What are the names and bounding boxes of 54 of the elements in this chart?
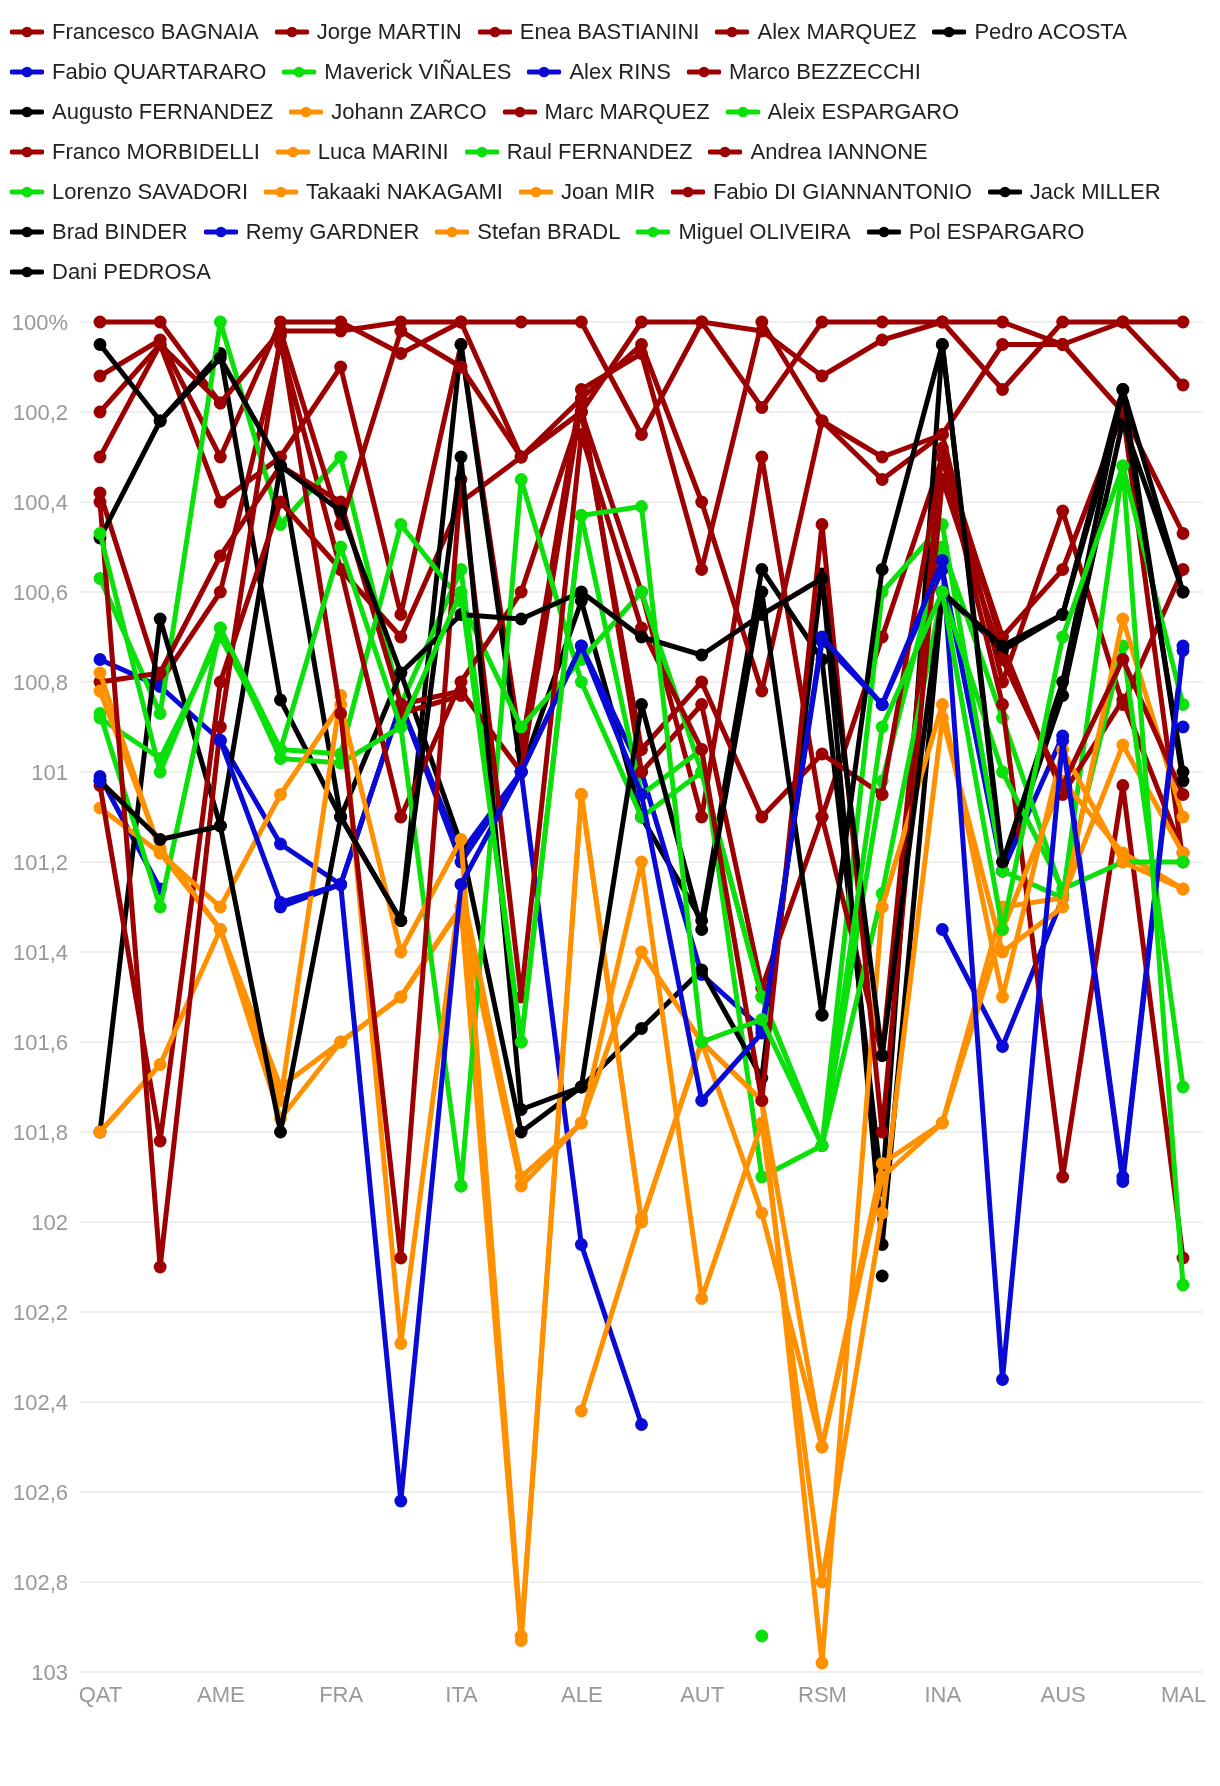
x-tick-label: ITA	[445, 1681, 479, 1707]
x-tick-label: FRA	[319, 1681, 364, 1707]
legend-label: Stefan BRADL	[477, 218, 621, 246]
legend-label: Jorge MARTIN	[316, 18, 462, 46]
y-tick-label: 101,2	[12, 850, 68, 876]
legend-label: Miguel OLIVEIRA	[678, 218, 851, 246]
legend-label: Takaaki NAKAGAMI	[306, 178, 503, 206]
y-tick-label: 101,4	[12, 940, 68, 966]
x-tick-label: MAL	[1160, 1681, 1207, 1707]
legend-label: Franco MORBIDELLI	[52, 138, 260, 166]
legend-label: Jack MILLER	[1029, 178, 1161, 206]
legend-label: Andrea IANNONE	[750, 138, 928, 166]
y-tick-label: 102,8	[12, 1570, 68, 1596]
legend-label: Pedro ACOSTA	[974, 18, 1127, 46]
y-tick-label: 100,4	[12, 490, 68, 516]
x-tick-label: AME	[196, 1681, 245, 1707]
y-tick-label: 102,2	[12, 1300, 68, 1326]
legend-label: Fabio DI GIANNANTONIO	[713, 178, 972, 206]
y-tick-label: 102	[31, 1210, 68, 1236]
legend-label: Marc MARQUEZ	[544, 98, 710, 126]
x-tick-label: QAT	[78, 1681, 123, 1707]
y-tick-label: 102,4	[12, 1390, 68, 1416]
y-tick-label: 100,2	[12, 400, 68, 426]
legend-label: Alex MARQUEZ	[757, 18, 917, 46]
legend-label: Maverick VIÑALES	[324, 58, 512, 86]
y-tick-label: 100,6	[12, 580, 68, 606]
legend-label: Marco BEZZECCHI	[728, 58, 921, 86]
y-tick-label: 101,6	[12, 1030, 68, 1056]
x-tick-label: ALE	[561, 1681, 603, 1707]
y-tick-label: 103	[31, 1660, 68, 1686]
y-tick-label: 100,8	[12, 670, 68, 696]
legend-label: Francesco BAGNAIA	[52, 18, 259, 46]
legend-label: Augusto FERNANDEZ	[52, 98, 274, 126]
x-tick-label: AUS	[1040, 1681, 1086, 1707]
legend-label: Brad BINDER	[52, 218, 188, 246]
y-tick-label: 101	[31, 760, 68, 786]
legend-label: Lorenzo SAVADORI	[52, 178, 249, 206]
legend-label: Aleix ESPARGARO	[767, 98, 960, 126]
y-tick-label: 101,8	[12, 1120, 68, 1146]
x-tick-label: AUT	[680, 1681, 725, 1707]
legend-label: Fabio QUARTARARO	[52, 58, 267, 86]
legend-label: Dani PEDROSA	[52, 258, 211, 286]
legend-label: Remy GARDNER	[245, 218, 420, 246]
legend-label: Alex RINS	[569, 58, 671, 86]
x-tick-label: RSM	[798, 1681, 847, 1707]
x-tick-label: INA	[924, 1681, 962, 1707]
legend-label: Raul FERNANDEZ	[506, 138, 693, 166]
legend-label: Luca MARINI	[317, 138, 449, 166]
y-tick-label: 100%	[11, 310, 68, 336]
legend-label: Joan MIR	[560, 178, 656, 206]
y-tick-label: 102,6	[12, 1480, 68, 1506]
legend-label: Pol ESPARGARO	[908, 218, 1085, 246]
legend-label: Johann ZARCO	[331, 98, 487, 126]
legend-label: Enea BASTIANINI	[519, 18, 700, 46]
